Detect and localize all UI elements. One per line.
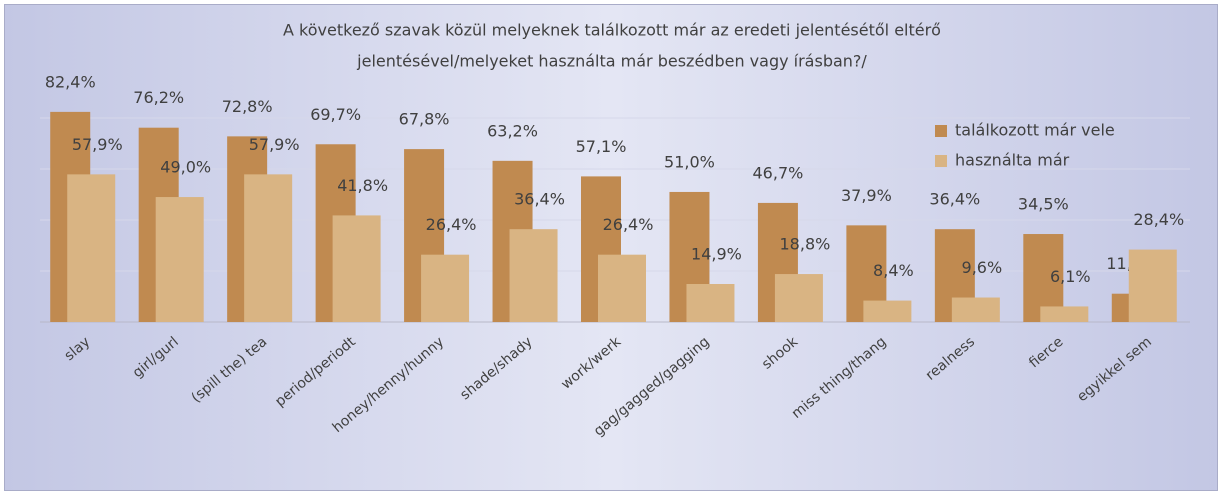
bar (67, 174, 116, 322)
data-label: 51,0% (664, 152, 715, 171)
data-label: 67,8% (399, 110, 450, 129)
chart-title: jelentésével/melyeket használta már besz… (356, 52, 867, 71)
data-label: 9,6% (962, 258, 1003, 277)
chart-title: A következő szavak közül melyeknek talál… (283, 21, 941, 40)
data-label: 26,4% (426, 215, 477, 234)
data-label: 18,8% (780, 235, 831, 254)
legend-swatch (935, 155, 947, 167)
data-label: 57,9% (249, 135, 300, 154)
bar (598, 254, 646, 322)
data-label: 36,4% (929, 190, 980, 209)
bar (244, 174, 293, 322)
data-label: 34,5% (1018, 195, 1069, 214)
bar (774, 274, 823, 322)
data-label: 57,9% (72, 135, 123, 154)
data-label: 57,1% (576, 137, 627, 156)
bar (686, 284, 735, 322)
bar (155, 197, 204, 322)
bar (332, 215, 381, 322)
bar (509, 229, 558, 322)
data-label: 41,8% (337, 176, 388, 195)
bar (951, 297, 1000, 322)
legend-swatch (935, 125, 947, 137)
data-label: 8,4% (873, 261, 914, 280)
data-label: 82,4% (45, 72, 96, 91)
bar (1040, 306, 1089, 322)
data-label: 46,7% (753, 163, 804, 182)
data-label: 28,4% (1133, 210, 1184, 229)
legend-label: találkozott már vele (955, 121, 1115, 140)
bar (1128, 249, 1177, 322)
data-label: 26,4% (603, 215, 654, 234)
data-label: 69,7% (310, 105, 361, 124)
data-label: 37,9% (841, 186, 892, 205)
bar (421, 254, 470, 322)
data-label: 76,2% (133, 88, 184, 107)
data-label: 36,4% (514, 190, 565, 209)
legend-label: használta már (955, 151, 1070, 170)
data-label: 63,2% (487, 121, 538, 140)
data-label: 6,1% (1050, 267, 1091, 286)
data-label: 72,8% (222, 97, 273, 116)
data-label: 14,9% (691, 245, 742, 264)
bar (863, 300, 912, 322)
data-label: 49,0% (160, 158, 211, 177)
